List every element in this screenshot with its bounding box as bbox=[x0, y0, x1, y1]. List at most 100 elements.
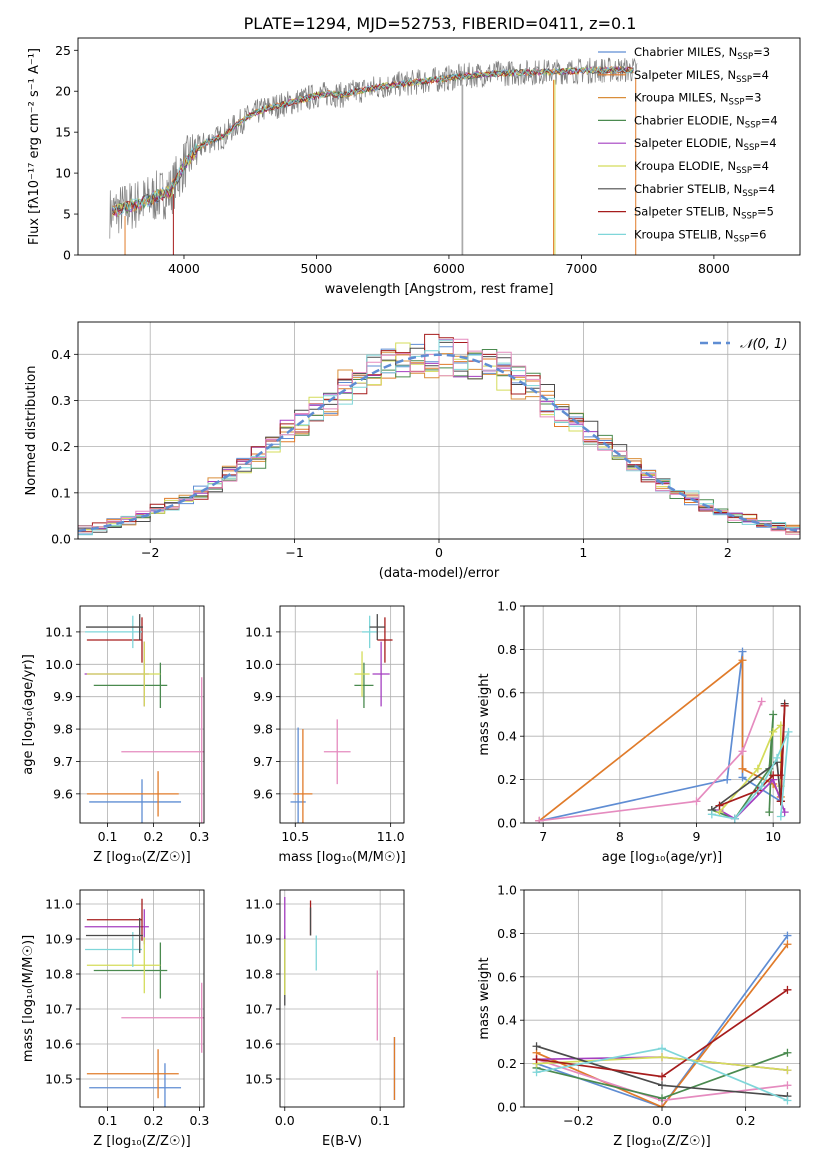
y-tick-label: 0.6 bbox=[497, 969, 517, 984]
legend-entry-subscript: SSP bbox=[745, 120, 761, 130]
y-tick-label: 9.8 bbox=[253, 722, 273, 737]
y-axis-label: mass weight bbox=[477, 673, 492, 755]
y-tick-label: 10.6 bbox=[245, 1037, 273, 1052]
y-tick-label: 9.6 bbox=[53, 786, 73, 801]
legend-entry: Kroupa ELODIE, NSSP=4 bbox=[634, 159, 769, 176]
weight-marker bbox=[769, 771, 778, 780]
y-tick-label: 11.0 bbox=[45, 897, 73, 912]
x-tick-label: 1 bbox=[579, 545, 587, 560]
y-axis-label: Flux [fλ10⁻¹⁷ erg cm⁻² s⁻¹ A⁻¹] bbox=[27, 48, 42, 245]
y-tick-label: 0.6 bbox=[497, 685, 517, 700]
x-tick-label: 0.0 bbox=[275, 1113, 295, 1128]
y-tick-label: 0.8 bbox=[497, 642, 517, 657]
x-tick-label: 10.5 bbox=[281, 829, 309, 844]
axes-frame bbox=[279, 889, 405, 1108]
x-tick-label: 10 bbox=[765, 829, 781, 844]
x-tick-label: 0.1 bbox=[98, 829, 118, 844]
x-tick-label: −2 bbox=[141, 545, 159, 560]
spectrum-model-line-3 bbox=[112, 66, 634, 214]
weight-marker bbox=[769, 727, 778, 736]
legend-entry-subscript: SSP bbox=[729, 98, 745, 108]
weight-marker bbox=[532, 1042, 541, 1051]
weight-marker bbox=[658, 1072, 666, 1081]
legend-entry: Salpeter ELODIE, NSSP=4 bbox=[634, 136, 777, 153]
weight-marker bbox=[715, 801, 724, 810]
x-tick-label: 6000 bbox=[433, 261, 465, 276]
y-tick-label: 10 bbox=[55, 166, 71, 181]
legend-entry-prefix: Kroupa MILES, N bbox=[634, 91, 729, 105]
legend-entry-count: =3 bbox=[744, 91, 761, 105]
figure-title: PLATE=1294, MJD=52753, FIBERID=0411, z=0… bbox=[244, 14, 637, 33]
y-tick-label: 1.0 bbox=[497, 599, 517, 614]
weight-marker bbox=[757, 697, 766, 706]
legend-entry-prefix: Chabrier MILES, N bbox=[634, 45, 737, 59]
x-tick-label: 9 bbox=[693, 829, 701, 844]
y-axis-label: mass weight bbox=[477, 957, 492, 1039]
x-axis-label: Z [log₁₀(Z/Z☉)] bbox=[613, 1134, 710, 1149]
axes-frame bbox=[523, 605, 801, 824]
y-axis-label: mass [log₁₀(M/M☉)] bbox=[21, 935, 36, 1062]
plot-area-residuals bbox=[78, 333, 800, 539]
legend-entry-prefix: Chabrier STELIB, N bbox=[634, 182, 742, 196]
y-tick-label: 10.9 bbox=[245, 932, 273, 947]
y-tick-label: 0.0 bbox=[51, 532, 71, 547]
panel-mass_vs_ebv: 0.0 0.1 10.5 10.6 10.7 10.8 10.9 11.0 E(B-V) bbox=[245, 889, 405, 1149]
y-tick-label: 0.4 bbox=[497, 1013, 517, 1028]
plot-area-mass_vs_ebv bbox=[284, 897, 396, 1100]
weight-marker bbox=[738, 747, 747, 756]
y-tick-label: 9.7 bbox=[53, 754, 73, 769]
x-tick-label: 11.0 bbox=[377, 829, 405, 844]
y-tick-label: 10.8 bbox=[45, 967, 73, 982]
weight-marker bbox=[658, 1044, 666, 1053]
spectrum-model-line-7 bbox=[112, 65, 634, 216]
x-axis-label: E(B-V) bbox=[322, 1134, 362, 1149]
legend-entry-count: =4 bbox=[758, 182, 775, 196]
axes-frame bbox=[79, 605, 205, 824]
y-tick-label: 10.9 bbox=[45, 932, 73, 947]
axes-frame bbox=[79, 889, 205, 1108]
weight-marker bbox=[783, 985, 792, 994]
legend-entry: 𝒩(0, 1) bbox=[740, 337, 787, 352]
legend-entry-subscript: SSP bbox=[741, 212, 757, 222]
x-tick-label: 0.1 bbox=[98, 1113, 118, 1128]
y-tick-label: 1.0 bbox=[497, 883, 517, 898]
x-tick-label: 7 bbox=[539, 829, 547, 844]
weight-marker bbox=[783, 1066, 792, 1075]
x-tick-label: 0.2 bbox=[736, 1113, 756, 1128]
legend-entry-subscript: SSP bbox=[736, 75, 752, 85]
legend-entry-count: =5 bbox=[757, 205, 774, 219]
weight-series-8 bbox=[711, 731, 790, 820]
x-tick-label: 5000 bbox=[301, 261, 333, 276]
y-tick-label: 9.6 bbox=[253, 786, 273, 801]
weight-marker bbox=[532, 1055, 541, 1064]
y-tick-label: 10.7 bbox=[45, 1002, 73, 1017]
legend-entry-count: =4 bbox=[752, 159, 769, 173]
weight-marker bbox=[776, 771, 785, 780]
x-tick-label: 0.3 bbox=[189, 1113, 209, 1128]
legend-entry: Chabrier ELODIE, NSSP=4 bbox=[634, 113, 778, 130]
panel-mass_vs_z: 0.1 0.2 0.3 10.5 10.6 10.7 10.8 10.9 11.0 Z [log₁… bbox=[21, 889, 209, 1149]
y-tick-label: 0.1 bbox=[51, 485, 71, 500]
y-tick-label: 5 bbox=[63, 207, 71, 222]
weight-marker bbox=[532, 1068, 541, 1077]
y-tick-label: 10.1 bbox=[45, 624, 73, 639]
legend-entry: Salpeter MILES, NSSP=4 bbox=[634, 68, 769, 85]
weight-marker bbox=[773, 753, 781, 762]
y-tick-label: 0.2 bbox=[497, 772, 517, 787]
weight-marker bbox=[738, 647, 747, 656]
y-tick-label: 10.0 bbox=[45, 657, 73, 672]
weight-marker bbox=[776, 797, 785, 806]
plot-area-mass_weight_vs_z bbox=[532, 931, 792, 1107]
y-tick-label: 0.2 bbox=[51, 439, 71, 454]
y-tick-label: 0.4 bbox=[51, 347, 71, 362]
legend-entry-prefix: Salpeter MILES, N bbox=[634, 68, 736, 82]
x-tick-label: −0.2 bbox=[563, 1113, 593, 1128]
legend-entry-prefix: Kroupa STELIB, N bbox=[634, 227, 734, 241]
y-tick-label: 11.0 bbox=[245, 897, 273, 912]
panel-age_vs_mass: 10.5 11.0 9.6 9.7 9.8 9.9 10.0 10.1 mass [log₁₀(… bbox=[245, 605, 406, 865]
legend-entry-subscript: SSP bbox=[736, 166, 752, 176]
y-tick-label: 15 bbox=[55, 125, 71, 140]
y-tick-label: 0.0 bbox=[497, 816, 517, 831]
normal-curve bbox=[78, 353, 798, 533]
